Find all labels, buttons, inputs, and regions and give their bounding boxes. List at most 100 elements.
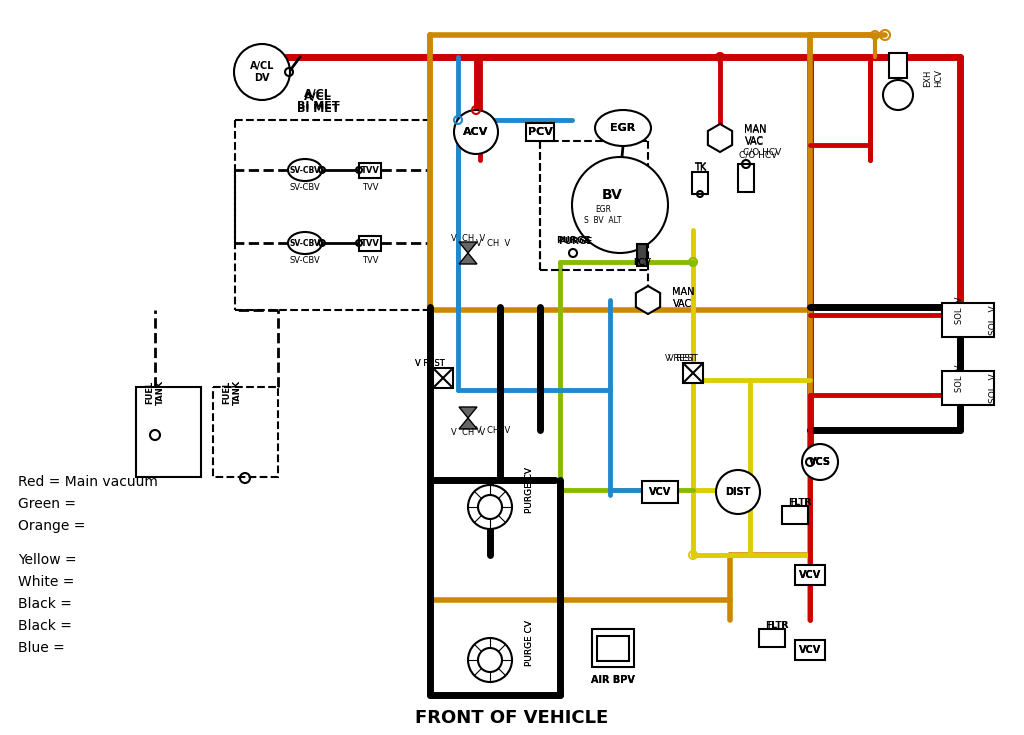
Polygon shape <box>708 124 732 152</box>
Text: Black =: Black = <box>18 597 72 611</box>
Bar <box>942 303 994 337</box>
Text: SV-CBV: SV-CBV <box>290 238 321 248</box>
Text: A/CL
DV: A/CL DV <box>250 61 274 83</box>
Text: MAN
VAC: MAN VAC <box>743 125 766 147</box>
Bar <box>359 162 381 177</box>
Text: TK: TK <box>694 162 707 172</box>
Text: FLTR: FLTR <box>790 498 810 506</box>
Circle shape <box>454 110 498 154</box>
Text: White =: White = <box>18 575 75 589</box>
Bar <box>213 387 278 477</box>
Text: Red = Main vacuum: Red = Main vacuum <box>18 475 158 489</box>
Text: SV-CBV: SV-CBV <box>290 256 321 265</box>
Text: MAN
VAC: MAN VAC <box>672 287 694 309</box>
Text: PURGE CV: PURGE CV <box>525 467 535 513</box>
Circle shape <box>234 44 290 100</box>
Text: ACV: ACV <box>463 127 488 137</box>
Text: FLTR: FLTR <box>788 498 812 506</box>
Bar <box>637 244 647 266</box>
Text: VCV: VCV <box>649 487 671 497</box>
Text: TVV: TVV <box>361 182 378 192</box>
Bar <box>359 235 381 251</box>
Text: FLTR: FLTR <box>767 620 787 629</box>
Bar <box>592 629 634 667</box>
Ellipse shape <box>595 110 651 146</box>
Text: V  CH  V: V CH V <box>451 234 485 243</box>
Text: VCV: VCV <box>799 645 821 655</box>
Bar <box>738 164 754 192</box>
Text: SOL  V: SOL V <box>955 365 965 392</box>
Text: DIST: DIST <box>725 487 751 497</box>
Text: VCV: VCV <box>799 570 821 580</box>
Text: TK: TK <box>694 163 707 173</box>
Bar <box>135 387 201 477</box>
Circle shape <box>572 157 668 253</box>
Text: VCV: VCV <box>799 645 821 655</box>
Text: PURGE CV: PURGE CV <box>525 620 535 666</box>
Text: DIST: DIST <box>725 487 751 497</box>
Bar <box>692 172 708 194</box>
Bar <box>759 629 785 647</box>
Text: PURGE CV: PURGE CV <box>525 620 535 666</box>
Text: PCV: PCV <box>633 257 651 267</box>
Text: VCS: VCS <box>809 457 831 467</box>
Text: PCV: PCV <box>527 127 552 137</box>
Text: V  CH  V: V CH V <box>476 426 510 434</box>
Bar <box>782 506 808 524</box>
Text: FUEL
TANK: FUEL TANK <box>145 379 165 404</box>
Text: SOL  V: SOL V <box>955 296 965 323</box>
Bar <box>889 52 907 77</box>
Text: Black =: Black = <box>18 619 72 633</box>
Text: VCV: VCV <box>799 570 821 580</box>
Text: SV-CBV: SV-CBV <box>290 165 321 174</box>
Bar <box>433 368 453 388</box>
Text: VCS: VCS <box>809 457 831 467</box>
Circle shape <box>468 638 512 682</box>
Text: C/O HCV: C/O HCV <box>742 148 781 157</box>
Text: BV: BV <box>601 188 623 202</box>
Bar <box>795 565 825 585</box>
Text: V REST: V REST <box>666 354 695 362</box>
Text: FUEL
TANK: FUEL TANK <box>222 379 242 404</box>
Text: EXH
HCV: EXH HCV <box>924 69 943 87</box>
Text: EGR: EGR <box>610 123 636 133</box>
Text: C/O HCV: C/O HCV <box>739 151 777 159</box>
Text: V REST: V REST <box>668 354 698 362</box>
Text: VCS: VCS <box>809 457 831 467</box>
Text: Blue =: Blue = <box>18 641 65 655</box>
Text: ACV: ACV <box>463 127 488 137</box>
Text: TVV: TVV <box>360 238 380 248</box>
Text: V REST: V REST <box>415 359 444 368</box>
Text: EGR: EGR <box>610 123 636 133</box>
Text: A/CL
BI MET: A/CL BI MET <box>297 92 339 114</box>
Text: TVV: TVV <box>360 165 380 174</box>
Bar <box>795 640 825 660</box>
Bar <box>642 481 678 503</box>
Ellipse shape <box>288 232 322 254</box>
Text: PURGE: PURGE <box>556 235 590 245</box>
Circle shape <box>716 470 760 514</box>
Text: A/CL
BI MET: A/CL BI MET <box>297 89 339 111</box>
Text: V REST: V REST <box>415 359 444 368</box>
Text: PCV: PCV <box>527 127 552 137</box>
Ellipse shape <box>288 159 322 181</box>
Text: FLTR: FLTR <box>765 620 788 629</box>
Bar <box>526 123 554 141</box>
Text: Yellow =: Yellow = <box>18 553 77 567</box>
Text: PURGE CV: PURGE CV <box>525 467 535 513</box>
Text: TVV: TVV <box>361 256 378 265</box>
Bar <box>942 371 994 405</box>
Circle shape <box>802 444 838 480</box>
Polygon shape <box>459 407 477 429</box>
Text: Green =: Green = <box>18 497 76 511</box>
Text: V  CH  V: V CH V <box>476 238 510 248</box>
Text: SOL  V: SOL V <box>988 373 997 403</box>
Text: MAN
VAC: MAN VAC <box>743 124 766 146</box>
Polygon shape <box>636 286 660 314</box>
Text: EGR
S  BV  ALT: EGR S BV ALT <box>585 205 622 225</box>
Text: PURGE: PURGE <box>558 237 592 245</box>
Text: VCV: VCV <box>649 487 671 497</box>
Text: SV-CBV: SV-CBV <box>290 182 321 192</box>
Text: SOL  V: SOL V <box>988 305 997 335</box>
Text: AIR BPV: AIR BPV <box>591 675 635 685</box>
